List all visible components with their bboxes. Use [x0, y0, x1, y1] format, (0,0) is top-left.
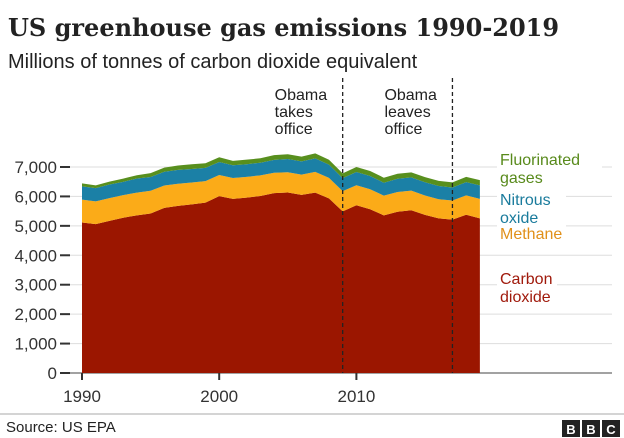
- legend-label: gases: [500, 170, 543, 187]
- chart-title: US greenhouse gas emissions 1990-2019: [8, 13, 559, 42]
- legend-label: Carbon: [500, 271, 552, 288]
- source-text: Source: US EPA: [6, 419, 116, 436]
- annotation-text: office: [275, 121, 313, 138]
- bbc-logo-block: [602, 420, 620, 437]
- legend-label: oxide: [500, 210, 538, 227]
- y-tick-label: 3,000: [14, 276, 57, 295]
- annotation-text: office: [384, 121, 422, 138]
- y-tick-label: 4,000: [14, 246, 57, 265]
- bbc-logo-letter: B: [566, 422, 575, 437]
- annotation-text: leaves: [384, 104, 430, 121]
- y-tick-label: 7,000: [14, 158, 57, 177]
- x-tick-label: 2000: [200, 387, 238, 406]
- annotation-text: Obama: [384, 87, 437, 104]
- area-methane: [82, 171, 480, 225]
- legend-bg: [497, 190, 566, 209]
- area-nitrous-oxide: [82, 158, 480, 202]
- chart-subtitle: Millions of tonnes of carbon dioxide equ…: [8, 51, 418, 73]
- bbc-logo-letter: C: [606, 422, 616, 437]
- legend-label: dioxide: [500, 289, 551, 306]
- x-tick-label: 1990: [63, 387, 101, 406]
- legend-bg: [497, 208, 548, 227]
- bbc-logo-letter: B: [586, 422, 595, 437]
- y-tick-label: 5,000: [14, 217, 57, 236]
- legend-bg: [497, 269, 557, 288]
- y-tick-label: 1,000: [14, 335, 57, 354]
- x-tick-label: 2010: [337, 387, 375, 406]
- legend-bg: [497, 287, 566, 306]
- annotation-text: takes: [275, 104, 313, 121]
- annotation-text: Obama: [275, 87, 328, 104]
- legend-bg: [497, 224, 566, 243]
- legend-label: Fluorinated: [500, 152, 580, 169]
- area-carbon-dioxide: [82, 192, 480, 373]
- legend-label: Nitrous: [500, 192, 551, 209]
- y-tick-label: 2,000: [14, 305, 57, 324]
- y-tick-label: 6,000: [14, 187, 57, 206]
- area-fluorinated-gases: [82, 153, 480, 189]
- bbc-logo-block: [562, 420, 580, 437]
- y-tick-label: 0: [48, 364, 57, 383]
- legend-bg: [497, 150, 602, 169]
- legend-bg: [497, 168, 548, 187]
- bbc-logo-block: [582, 420, 600, 437]
- legend-label: Methane: [500, 226, 562, 243]
